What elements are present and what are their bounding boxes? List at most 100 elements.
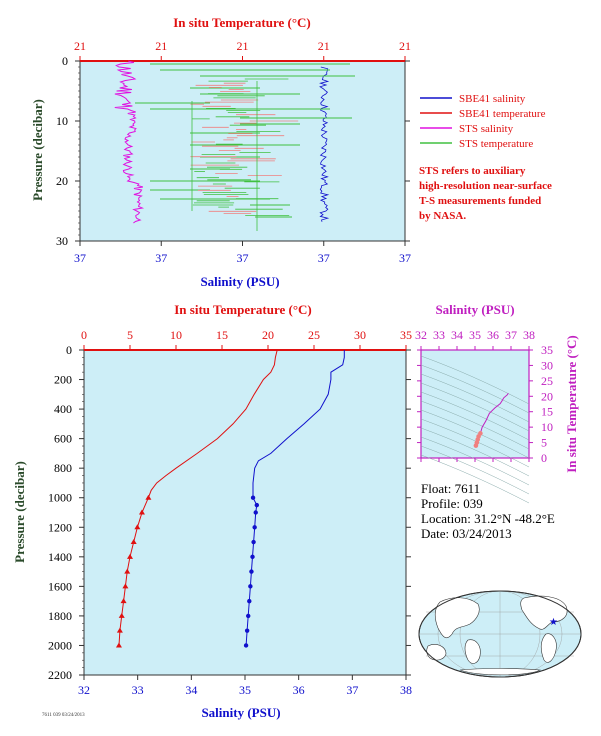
temperature-marker bbox=[127, 553, 133, 559]
top-y-tick-label: 30 bbox=[56, 234, 68, 248]
map-outline bbox=[418, 590, 582, 678]
ts-panel-salinity-title: Salinity (PSU) bbox=[435, 302, 514, 317]
top-panel-temp-title: In situ Temperature (°C) bbox=[173, 15, 311, 30]
main-panel-traces bbox=[115, 349, 345, 648]
density-contour bbox=[420, 373, 530, 423]
sts-salinity-trace bbox=[114, 60, 145, 224]
salinity-marker bbox=[252, 525, 257, 530]
main-pressure-tick-labels: 0 200 400 600 800 1000 1200 1400 1600 1800 2000 220… bbox=[48, 343, 411, 682]
legend-label-sbe41-temperature: SBE41 temperature bbox=[459, 108, 546, 120]
ts-sal-tick-label: 35 bbox=[469, 328, 481, 342]
top-y-tick-label: 0 bbox=[62, 54, 68, 68]
top-temp-tick-label: 21 bbox=[237, 39, 249, 53]
main-y-tick-label: 200 bbox=[54, 373, 72, 387]
top-temp-tick-label: 21 bbox=[74, 39, 86, 53]
top-sal-tick-label: 37 bbox=[155, 251, 167, 265]
ts-temp-tick-label: 0 bbox=[541, 451, 547, 465]
date: Date: 03/24/2013 bbox=[421, 526, 512, 541]
salinity-marker bbox=[251, 539, 256, 545]
main-sal-tick-label: 35 bbox=[239, 683, 251, 697]
sts-note-line-4: by NASA. bbox=[419, 210, 466, 222]
ts-curve bbox=[473, 392, 509, 448]
density-contour bbox=[420, 445, 530, 495]
main-temp-tick-labels: 0 5 10 15 20 25 30 35 bbox=[81, 328, 412, 350]
ts-temp-tick-label: 25 bbox=[541, 374, 553, 388]
main-sal-tick-label: 34 bbox=[185, 683, 197, 697]
salinity-marker bbox=[254, 502, 260, 508]
float-location-star-icon: ★ bbox=[549, 617, 558, 628]
top-temp-tick-label: 21 bbox=[399, 39, 411, 53]
ts-sal-tick-label: 34 bbox=[451, 328, 463, 342]
main-temp-tick-label: 20 bbox=[262, 328, 274, 342]
ts-curve-point bbox=[473, 443, 479, 448]
main-y-tick-label: 0 bbox=[66, 343, 72, 357]
temperature-marker bbox=[122, 583, 129, 589]
float-info: Float: 7611 Profile: 039 Location: 31.2°… bbox=[421, 481, 555, 541]
top-temp-tick-label: 21 bbox=[318, 39, 330, 53]
sts-note-line-1: STS refers to auxiliary bbox=[419, 165, 526, 177]
density-contour bbox=[420, 409, 530, 459]
main-temp-tick-label: 10 bbox=[170, 328, 182, 342]
salinity-marker bbox=[253, 510, 258, 515]
density-contour bbox=[420, 427, 530, 477]
main-y-tick-label: 1200 bbox=[48, 520, 72, 534]
main-y-tick-label: 1000 bbox=[48, 491, 72, 505]
top-y-tick-label: 10 bbox=[56, 114, 68, 128]
top-temp-tick-label: 21 bbox=[155, 39, 167, 53]
main-temp-tick-label: 0 bbox=[81, 328, 87, 342]
ts-temp-tick-label: 15 bbox=[541, 405, 553, 419]
legend-label-sbe41-salinity: SBE41 salinity bbox=[459, 93, 526, 105]
salinity-marker bbox=[246, 613, 251, 619]
salinity-marker bbox=[243, 643, 249, 648]
temperature-marker bbox=[120, 598, 127, 604]
main-panel: In situ Temperature (°C) 0 5 10 15 20 25 30 35 … bbox=[12, 302, 412, 720]
float-id: Float: 7611 bbox=[421, 481, 480, 496]
main-panel-temp-title: In situ Temperature (°C) bbox=[174, 302, 312, 317]
sts-note-line-2: high-resolution near-surface bbox=[419, 180, 552, 192]
ts-temp-tick-label: 10 bbox=[541, 420, 553, 434]
density-contour bbox=[420, 436, 530, 486]
location: Location: 31.2°N -48.2°E bbox=[421, 511, 555, 526]
ts-sal-tick-label: 33 bbox=[433, 328, 445, 342]
main-sal-tick-label: 36 bbox=[293, 683, 305, 697]
density-contour bbox=[420, 454, 530, 504]
main-y-tick-label: 600 bbox=[54, 432, 72, 446]
legend: SBE41 salinity SBE41 temperature STS sal… bbox=[420, 93, 546, 150]
main-temp-tick-label: 15 bbox=[216, 328, 228, 342]
top-panel-salinity-title: Salinity (PSU) bbox=[200, 274, 279, 289]
sbe41-salinity-trace bbox=[319, 66, 330, 222]
density-contour bbox=[420, 400, 530, 450]
main-plot-area bbox=[83, 349, 407, 676]
main-temp-tick-label: 35 bbox=[400, 328, 412, 342]
main-y-tick-label: 400 bbox=[54, 402, 72, 416]
legend-label-sts-temperature: STS temperature bbox=[459, 138, 533, 150]
main-salinity-tick-labels: 32 33 34 35 36 37 38 bbox=[78, 675, 412, 697]
main-panel-pressure-title: Pressure (decibar) bbox=[12, 461, 27, 563]
temperature-marker bbox=[138, 509, 145, 515]
ts-sal-tick-label: 38 bbox=[523, 328, 535, 342]
ts-temp-tick-label: 5 bbox=[541, 436, 547, 450]
main-y-tick-label: 800 bbox=[54, 461, 72, 475]
top-sal-tick-label: 37 bbox=[74, 251, 86, 265]
temperature-marker bbox=[130, 539, 137, 545]
main-y-tick-label: 1600 bbox=[48, 579, 72, 593]
main-sal-tick-label: 38 bbox=[400, 683, 412, 697]
temperature-marker bbox=[134, 524, 141, 530]
profile-id: Profile: 039 bbox=[421, 496, 483, 511]
ts-temp-tick-label: 20 bbox=[541, 389, 553, 403]
temperature-marker bbox=[145, 494, 152, 500]
density-contour bbox=[420, 355, 530, 405]
salinity-marker bbox=[250, 495, 256, 500]
temperature-marker bbox=[115, 642, 122, 648]
top-sal-tick-label: 37 bbox=[318, 251, 330, 265]
main-y-tick-label: 2200 bbox=[48, 668, 72, 682]
ts-density-contours bbox=[420, 355, 530, 504]
salinity-marker bbox=[244, 628, 250, 633]
world-map: ★ bbox=[418, 590, 582, 678]
salinity-marker bbox=[249, 569, 254, 574]
ts-sal-tick-label: 32 bbox=[415, 328, 427, 342]
density-contour bbox=[420, 418, 530, 468]
top-temp-tick-labels: 21 21 21 21 21 bbox=[74, 39, 411, 61]
main-panel-salinity-title: Salinity (PSU) bbox=[201, 705, 280, 720]
